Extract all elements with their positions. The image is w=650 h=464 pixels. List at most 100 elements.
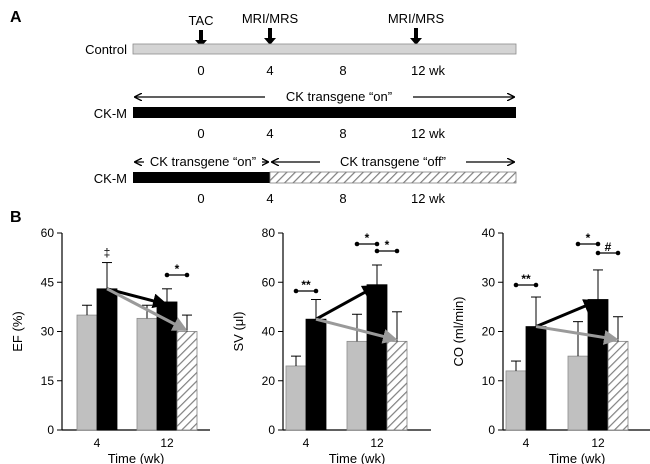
- timeline-bar-control: [132, 43, 517, 55]
- x-tick-label: 12: [160, 436, 174, 450]
- bar: [285, 365, 307, 431]
- event-arrow-tac: [195, 30, 207, 47]
- bracket-dot: [354, 241, 360, 247]
- y-axis-label: SV (μl): [231, 312, 246, 352]
- x-tick-label: 4: [523, 436, 530, 450]
- bracket-dot: [595, 250, 601, 256]
- y-tick-label: 45: [41, 275, 55, 289]
- y-tick-label: 0: [268, 423, 275, 437]
- y-tick-label: 40: [482, 226, 496, 240]
- tick-12: 12 wk: [411, 191, 445, 206]
- trend-arrow-black: [106, 287, 168, 309]
- x-axis-label: Time (wk): [549, 451, 606, 464]
- y-tick-label: 40: [262, 325, 276, 339]
- trend-arrow-gray: [106, 287, 188, 331]
- x-tick-label: 12: [370, 436, 384, 450]
- span-label-bg: [320, 153, 466, 169]
- significance-mark: *: [385, 238, 390, 252]
- bar: [366, 284, 388, 431]
- y-tick-label: 30: [41, 325, 55, 339]
- significance-mark: *: [586, 231, 591, 245]
- y-tick-label: 80: [262, 226, 276, 240]
- x-tick-label: 4: [303, 436, 310, 450]
- bar: [76, 314, 98, 431]
- bar: [505, 370, 527, 431]
- tick-0: 0: [197, 191, 204, 206]
- tick-4: 4: [266, 126, 273, 141]
- y-tick-label: 30: [482, 275, 496, 289]
- timeline-label-ckm-2: CK-M: [94, 171, 127, 186]
- timeline-label-ckm-1: CK-M: [94, 106, 127, 121]
- bracket-dot: [313, 288, 319, 294]
- tick-0: 0: [197, 126, 204, 141]
- y-tick-label: 60: [262, 275, 276, 289]
- bar: [587, 299, 609, 431]
- event-arrow-mri-mrs-4: [264, 28, 276, 45]
- span-label-bg: [265, 88, 413, 104]
- bar: [386, 340, 408, 431]
- event-label-tac: TAC: [188, 13, 213, 28]
- tick-12: 12 wk: [411, 126, 445, 141]
- y-tick-label: 0: [47, 423, 54, 437]
- timeline-ckm-on: CK transgene “on” CK-M 0 4 8 12 wk: [94, 88, 516, 141]
- significance-mark: *: [175, 262, 180, 276]
- bracket-dot: [164, 272, 170, 278]
- x-axis-label: Time (wk): [108, 451, 165, 464]
- timeline-label-control: Control: [85, 42, 127, 57]
- y-tick-label: 20: [482, 325, 496, 339]
- timeline-ckm-on-off: CK transgene “on” CK transgene “off” CK-…: [94, 153, 517, 206]
- x-tick-label: 12: [591, 436, 605, 450]
- span-label-on-short: CK transgene “on”: [150, 154, 256, 169]
- bar: [176, 331, 198, 431]
- significance-mark: **: [301, 278, 311, 292]
- panel-b-label: B: [10, 209, 22, 226]
- bar: [305, 318, 327, 431]
- significance-mark: #: [605, 240, 612, 254]
- timeline-bar-ckm-on-part: [133, 172, 270, 183]
- y-tick-label: 10: [482, 374, 496, 388]
- tick-0: 0: [197, 63, 204, 78]
- x-tick-label: 4: [94, 436, 101, 450]
- bracket-dot: [374, 241, 380, 247]
- y-axis-label: CO (ml/min): [451, 296, 466, 366]
- significance-mark: *: [365, 231, 370, 245]
- event-label-mri-mrs-12: MRI/MRS: [388, 11, 445, 26]
- tick-8: 8: [339, 63, 346, 78]
- y-tick-label: 20: [262, 374, 276, 388]
- bracket-dot: [575, 241, 581, 247]
- tick-12: 12 wk: [411, 63, 445, 78]
- bar: [96, 288, 118, 431]
- tick-4: 4: [266, 191, 273, 206]
- span-label-on: CK transgene “on”: [286, 89, 392, 104]
- y-tick-label: 0: [488, 423, 495, 437]
- y-tick-label: 15: [41, 374, 55, 388]
- x-axis-label: Time (wk): [329, 451, 386, 464]
- trend-arrow-gray: [535, 325, 619, 345]
- timeline-bar-ckm-on: [133, 107, 516, 118]
- tick-8: 8: [339, 126, 346, 141]
- panel-a-label: A: [10, 9, 22, 26]
- significance-mark: ‡: [104, 246, 111, 260]
- bracket-dot: [513, 282, 519, 288]
- event-arrow-mri-mrs-12: [410, 28, 422, 45]
- trend-arrow-gray: [315, 317, 398, 344]
- bracket-dot: [293, 288, 299, 294]
- span-label-off: CK transgene “off”: [340, 154, 446, 169]
- span-label-bg: [144, 153, 262, 169]
- significance-mark: **: [521, 272, 531, 286]
- bracket-dot: [374, 248, 380, 254]
- bracket-dot: [394, 248, 400, 254]
- bracket-dot: [533, 282, 539, 288]
- panel-a: A TAC MRI/MRS MRI/MRS Control 0 4 8 12 w…: [10, 9, 517, 206]
- trend-arrow-black: [315, 285, 378, 321]
- bar: [346, 340, 368, 431]
- tick-8: 8: [339, 191, 346, 206]
- tick-4: 4: [266, 63, 273, 78]
- y-tick-label: 60: [41, 226, 55, 240]
- bracket-dot: [184, 272, 190, 278]
- bar: [525, 326, 547, 431]
